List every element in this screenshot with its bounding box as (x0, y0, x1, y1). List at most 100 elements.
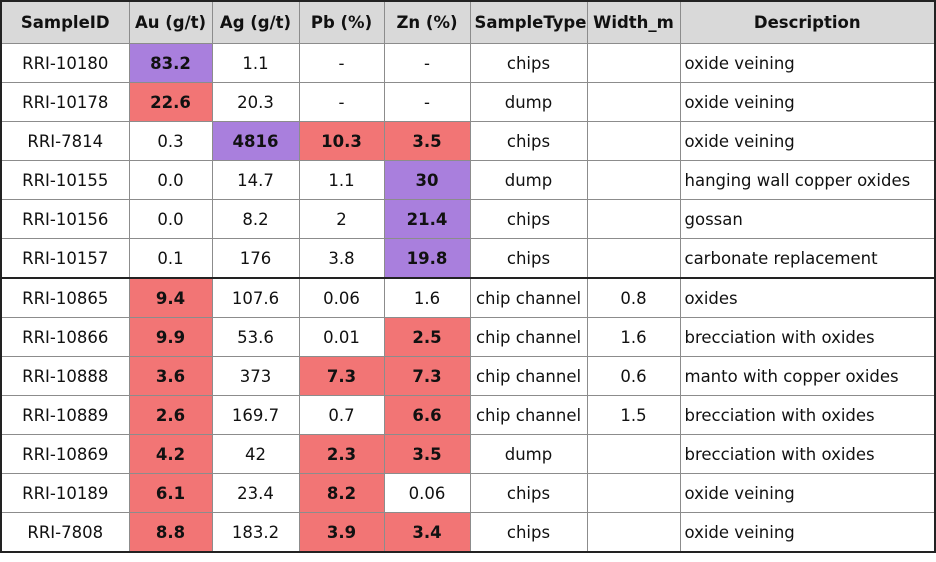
cell-zn: 6.6 (383, 395, 471, 435)
cell-width (586, 82, 681, 122)
table-row: RRI-10157 0.1 176 3.8 19.8 chips carbonate rep… (0, 238, 936, 279)
cell-zn: 2.5 (383, 317, 471, 357)
cell-sampleid: RRI-10180 (0, 43, 130, 83)
cell-description: brecciation with oxides (679, 395, 936, 435)
cell-width (586, 160, 681, 200)
cell-zn: 1.6 (383, 277, 471, 318)
cell-zn: 0.06 (383, 473, 471, 513)
cell-sampleid: RRI-10888 (0, 356, 130, 396)
table-row: RRI-10865 9.4 107.6 0.06 1.6 chip channel 0.8 o… (0, 277, 936, 318)
cell-au: 6.1 (128, 473, 213, 513)
cell-ag: 20.3 (211, 82, 300, 122)
header-zn: Zn (%) (383, 0, 471, 44)
cell-zn: 3.4 (383, 512, 471, 553)
cell-ag: 107.6 (211, 277, 300, 318)
cell-ag: 4816 (211, 121, 300, 161)
header-sampleid: SampleID (0, 0, 130, 44)
cell-description: oxides (679, 277, 936, 318)
table-body: RRI-10180 83.2 1.1- - chips oxide veining RRI-… (0, 43, 936, 553)
cell-width (586, 199, 681, 239)
cell-pb: 3.9 (298, 512, 385, 553)
cell-sampleid: RRI-10156 (0, 199, 130, 239)
cell-zn: - (383, 43, 471, 83)
table-row: RRI-10189 6.1 23.4 8.2 0.06 chips oxide veinin… (0, 473, 936, 513)
cell-width (586, 434, 681, 474)
cell-description: oxide veining (679, 473, 936, 513)
cell-sampleid: RRI-10865 (0, 277, 130, 318)
cell-sampleid: RRI-10889 (0, 395, 130, 435)
cell-au: 9.4 (128, 277, 213, 318)
header-description: Description (679, 0, 936, 44)
table-row: RRI-10155 0.0 14.7 1.1 30 dump hanging wall co… (0, 160, 936, 200)
cell-ag: 8.2 (211, 199, 300, 239)
cell-width (586, 473, 681, 513)
header-row: SampleID Au (g/t) Ag (g/t) Pb (%) Zn (%)… (0, 0, 936, 44)
cell-sampleid: RRI-7808 (0, 512, 130, 553)
cell-pb: 7.3 (298, 356, 385, 396)
cell-zn: 3.5 (383, 434, 471, 474)
table-row: RRI-7814 0.3 4816 10.3 3.5 chips oxide veining (0, 121, 936, 161)
cell-pb: - (298, 43, 385, 83)
table-row: RRI-10866 9.9 53.6 0.01 2.5 chip channel 1.6 br… (0, 317, 936, 357)
cell-pb: 0.01 (298, 317, 385, 357)
cell-pb: 2 (298, 199, 385, 239)
cell-pb: 2.3 (298, 434, 385, 474)
cell-pb: 3.8 (298, 238, 385, 279)
cell-ag: 169.7 (211, 395, 300, 435)
cell-au: 0.0 (128, 199, 213, 239)
cell-description: oxide veining (679, 512, 936, 553)
table-row: RRI-10889 2.6 169.7 0.7 6.6 chip channel 1.5 br… (0, 395, 936, 435)
cell-sampleid: RRI-7814 (0, 121, 130, 161)
cell-zn: - (383, 82, 471, 122)
cell-sampletype: chip channel (469, 356, 588, 396)
cell-description: brecciation with oxides (679, 317, 936, 357)
cell-au: 0.0 (128, 160, 213, 200)
cell-ag: 53.6 (211, 317, 300, 357)
cell-sampleid: RRI-10866 (0, 317, 130, 357)
cell-description: oxide veining (679, 121, 936, 161)
cell-pb: 0.7 (298, 395, 385, 435)
header-ag: Ag (g/t) (211, 0, 300, 44)
cell-description: gossan (679, 199, 936, 239)
cell-ag: 373 (211, 356, 300, 396)
cell-description: manto with copper oxides (679, 356, 936, 396)
cell-pb: 10.3 (298, 121, 385, 161)
cell-width: 1.5 (586, 395, 681, 435)
cell-sampletype: chips (469, 473, 588, 513)
cell-description: brecciation with oxides (679, 434, 936, 474)
cell-sampletype: dump (469, 434, 588, 474)
cell-ag: 42 (211, 434, 300, 474)
header-width: Width_m (586, 0, 681, 44)
cell-ag: 1.1 (211, 43, 300, 83)
cell-description: oxide veining (679, 43, 936, 83)
cell-sampletype: dump (469, 82, 588, 122)
table-row: RRI-10156 0.0 8.2 2 21.4 chips gossan (0, 199, 936, 239)
cell-au: 83.2 (128, 43, 213, 83)
cell-pb: 1.1 (298, 160, 385, 200)
cell-description: carbonate replacement (679, 238, 936, 279)
cell-sampleid: RRI-10869 (0, 434, 130, 474)
cell-description: hanging wall copper oxides (679, 160, 936, 200)
cell-zn: 30 (383, 160, 471, 200)
cell-width (586, 43, 681, 83)
cell-au: 8.8 (128, 512, 213, 553)
cell-sampleid: RRI-10157 (0, 238, 130, 279)
table-row: RRI-10869 4.2 42 2.3 3.5 dump brecciation with… (0, 434, 936, 474)
cell-sampletype: chips (469, 43, 588, 83)
cell-zn: 21.4 (383, 199, 471, 239)
cell-au: 0.3 (128, 121, 213, 161)
header-au: Au (g/t) (128, 0, 213, 44)
cell-au: 3.6 (128, 356, 213, 396)
cell-sampleid: RRI-10178 (0, 82, 130, 122)
cell-width: 0.6 (586, 356, 681, 396)
cell-pb: - (298, 82, 385, 122)
cell-sampletype: chip channel (469, 277, 588, 318)
cell-sampletype: chips (469, 199, 588, 239)
cell-zn: 3.5 (383, 121, 471, 161)
cell-au: 0.1 (128, 238, 213, 279)
cell-sampletype: chips (469, 238, 588, 279)
table-row: RRI-10180 83.2 1.1- - chips oxide veining (0, 43, 936, 83)
cell-sampletype: dump (469, 160, 588, 200)
cell-width: 1.6 (586, 317, 681, 357)
